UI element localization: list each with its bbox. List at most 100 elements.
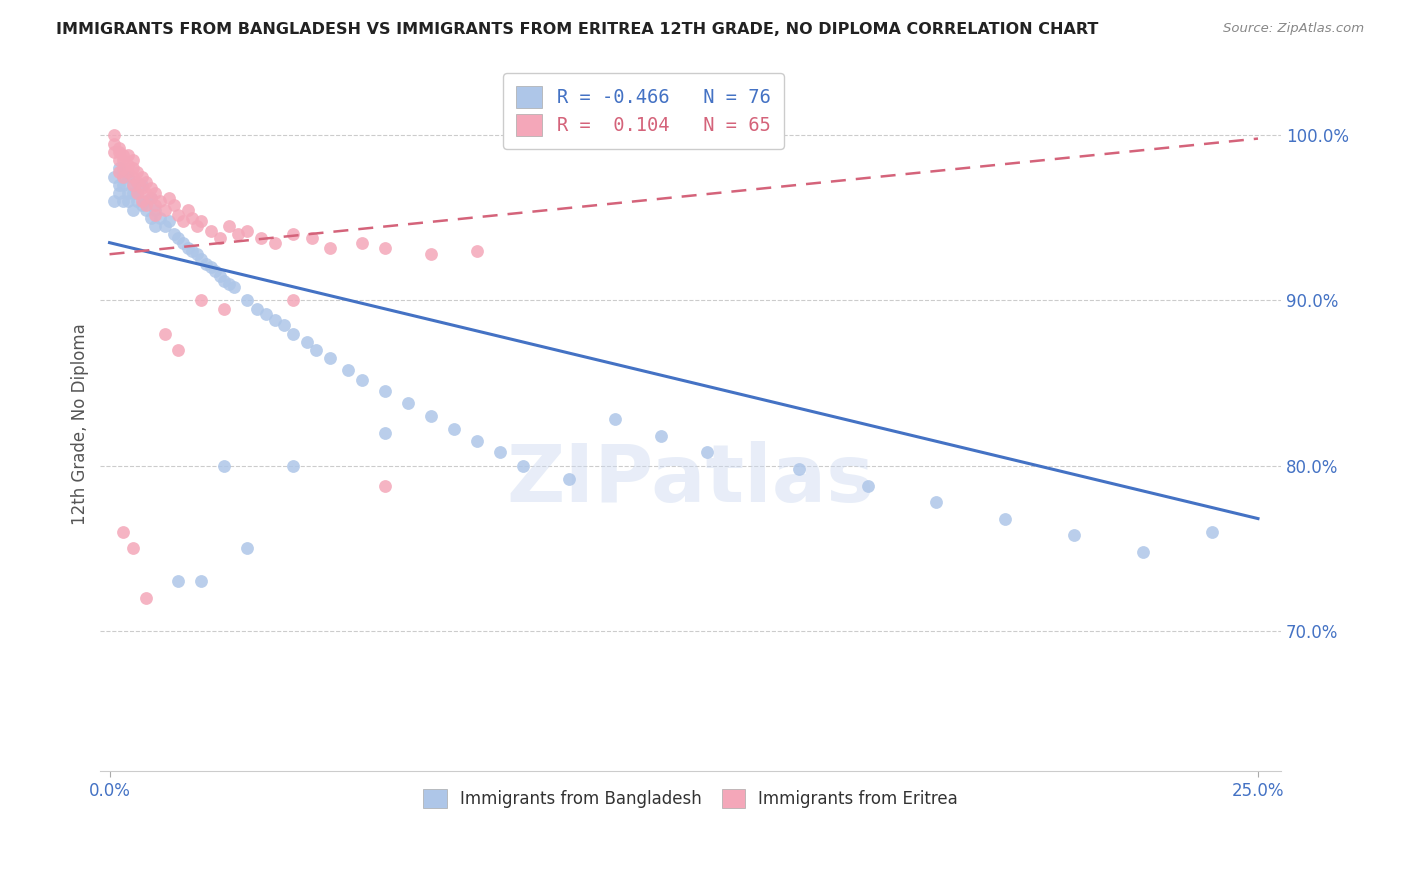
Point [127,175,149,189]
Point [1132,544,1154,558]
Point [214,301,236,316]
Point [167,230,190,244]
Point [139,191,162,205]
Point [787,462,810,476]
Point [121,178,143,192]
Point [190,214,212,228]
Point [135,186,157,200]
Point [195,257,218,271]
Point [103,194,125,209]
Point [176,241,198,255]
Point [273,318,295,333]
Point [117,186,139,200]
Point [994,511,1017,525]
Point [131,178,153,192]
Y-axis label: 12th Grade, No Diploma: 12th Grade, No Diploma [72,324,89,525]
Point [153,202,176,217]
Point [208,268,231,283]
Point [186,219,208,234]
Point [305,343,328,357]
Point [135,194,157,209]
Point [172,214,194,228]
Point [396,396,419,410]
Point [245,301,267,316]
Point [145,202,167,217]
Point [190,252,212,267]
Text: ZIPatlas: ZIPatlas [506,441,875,519]
Point [149,211,172,225]
Point [603,412,626,426]
Point [222,280,245,294]
Point [167,208,190,222]
Point [157,191,180,205]
Point [236,224,259,238]
Point [103,169,125,184]
Point [319,351,342,366]
Point [127,194,149,209]
Point [925,495,948,509]
Point [218,219,240,234]
Point [112,169,135,184]
Point [157,214,180,228]
Point [121,153,143,167]
Point [283,326,305,341]
Point [465,434,488,448]
Point [254,307,277,321]
Point [131,197,153,211]
Point [135,197,157,211]
Point [127,164,149,178]
Point [127,186,149,200]
Point [465,244,488,258]
Point [264,313,287,327]
Point [214,274,236,288]
Point [374,425,396,440]
Point [107,161,129,176]
Point [443,422,465,436]
Point [301,230,323,244]
Point [190,574,212,589]
Point [489,445,512,459]
Point [112,161,135,176]
Point [112,524,135,539]
Point [121,186,143,200]
Point [226,227,249,242]
Point [190,293,212,308]
Point [103,145,125,159]
Point [420,409,443,424]
Point [121,169,143,184]
Point [374,478,396,492]
Point [374,384,396,399]
Point [319,241,342,255]
Point [200,224,222,238]
Point [176,202,198,217]
Point [139,211,162,225]
Point [121,541,143,556]
Point [163,197,186,211]
Point [236,541,259,556]
Point [127,186,149,200]
Point [145,219,167,234]
Point [218,277,240,291]
Point [121,202,143,217]
Point [139,191,162,205]
Point [131,169,153,184]
Text: Source: ZipAtlas.com: Source: ZipAtlas.com [1223,22,1364,36]
Point [1063,528,1085,542]
Point [696,445,718,459]
Point [283,293,305,308]
Point [167,343,190,357]
Point [112,169,135,184]
Point [153,219,176,234]
Point [167,574,190,589]
Point [121,161,143,176]
Point [107,164,129,178]
Point [117,169,139,184]
Point [112,178,135,192]
Point [112,148,135,162]
Point [374,241,396,255]
Point [135,591,157,605]
Point [117,164,139,178]
Point [107,186,129,200]
Point [145,208,167,222]
Point [172,235,194,250]
